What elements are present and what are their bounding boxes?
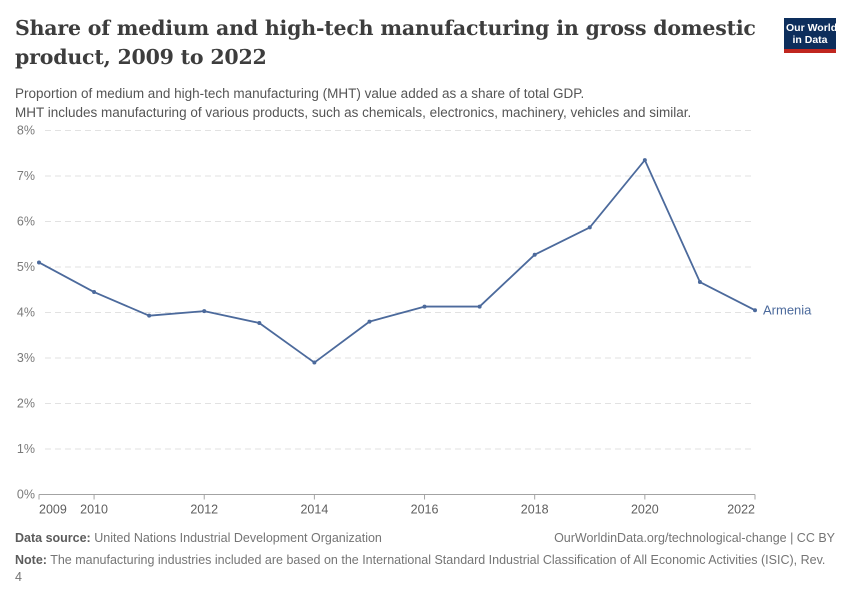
y-axis-tick-label: 1%	[17, 442, 35, 456]
data-point[interactable]	[367, 319, 372, 324]
data-point[interactable]	[257, 320, 262, 325]
y-axis-tick-label: 6%	[17, 215, 35, 229]
y-axis-tick-label: 7%	[17, 169, 35, 183]
data-point[interactable]	[312, 360, 317, 365]
y-axis-tick-label: 2%	[17, 397, 35, 411]
y-axis-tick-label: 4%	[17, 306, 35, 320]
data-source-text: United Nations Industrial Development Or…	[94, 531, 382, 545]
data-point[interactable]	[532, 252, 537, 257]
line-chart-svg[interactable]: 0% 1% 2% 3% 4% 5% 6% 7% 8% 2009 2010 2012 2014 2016 20…	[0, 120, 850, 520]
data-point[interactable]	[697, 280, 702, 285]
x-axis-tick-label: 2012	[190, 503, 218, 517]
x-axis-tick-label: 2018	[521, 503, 549, 517]
owid-logo-text-line1: Our World	[786, 22, 838, 34]
data-point[interactable]	[202, 309, 207, 314]
data-line-armenia[interactable]	[38, 159, 756, 364]
x-axis-tick-label: 2016	[411, 503, 439, 517]
page-title: Share of medium and high-tech manufactur…	[15, 16, 756, 69]
note: Note: The manufacturing industries inclu…	[15, 552, 835, 586]
data-source-label: Data source:	[15, 531, 91, 545]
data-point[interactable]	[642, 158, 647, 163]
data-point[interactable]	[587, 225, 592, 230]
data-point[interactable]	[37, 260, 41, 265]
note-label: Note:	[15, 553, 47, 567]
data-point[interactable]	[422, 304, 427, 309]
x-axis-tick-label: 2009	[39, 503, 67, 517]
y-axis-tick-label: 5%	[17, 260, 35, 274]
y-axis-tick-label: 3%	[17, 351, 35, 365]
subtitle-line-2: MHT includes manufacturing of various pr…	[15, 105, 692, 120]
x-axis-tick-label: 2020	[631, 503, 659, 517]
y-axis-tick-label: 8%	[17, 124, 35, 138]
chart-footer: Data source: United Nations Industrial D…	[15, 530, 835, 586]
data-source: Data source: United Nations Industrial D…	[15, 530, 382, 547]
line-chart[interactable]: 0% 1% 2% 3% 4% 5% 6% 7% 8% 2009 2010 2012 2014 2016 20…	[0, 120, 850, 520]
owid-logo-text-line2: in Data	[792, 34, 828, 46]
series-end-label[interactable]: Armenia	[763, 303, 812, 318]
data-point[interactable]	[92, 290, 97, 295]
owid-logo[interactable]: Our World in Data	[784, 18, 838, 53]
note-text: The manufacturing industries included ar…	[15, 553, 826, 584]
x-axis-tick-label: 2010	[80, 503, 108, 517]
data-point[interactable]	[147, 313, 152, 318]
x-axis-tick-label: 2022	[727, 503, 755, 517]
owid-link[interactable]: OurWorldinData.org/technological-change …	[554, 531, 835, 545]
data-point[interactable]	[477, 304, 482, 309]
data-point[interactable]	[753, 308, 757, 313]
chart-subtitle: Proportion of medium and high-tech manuf…	[15, 84, 815, 122]
subtitle-line-1: Proportion of medium and high-tech manuf…	[15, 86, 585, 101]
x-axis-tick-label: 2014	[300, 503, 328, 517]
y-axis-tick-label: 0%	[17, 488, 35, 502]
